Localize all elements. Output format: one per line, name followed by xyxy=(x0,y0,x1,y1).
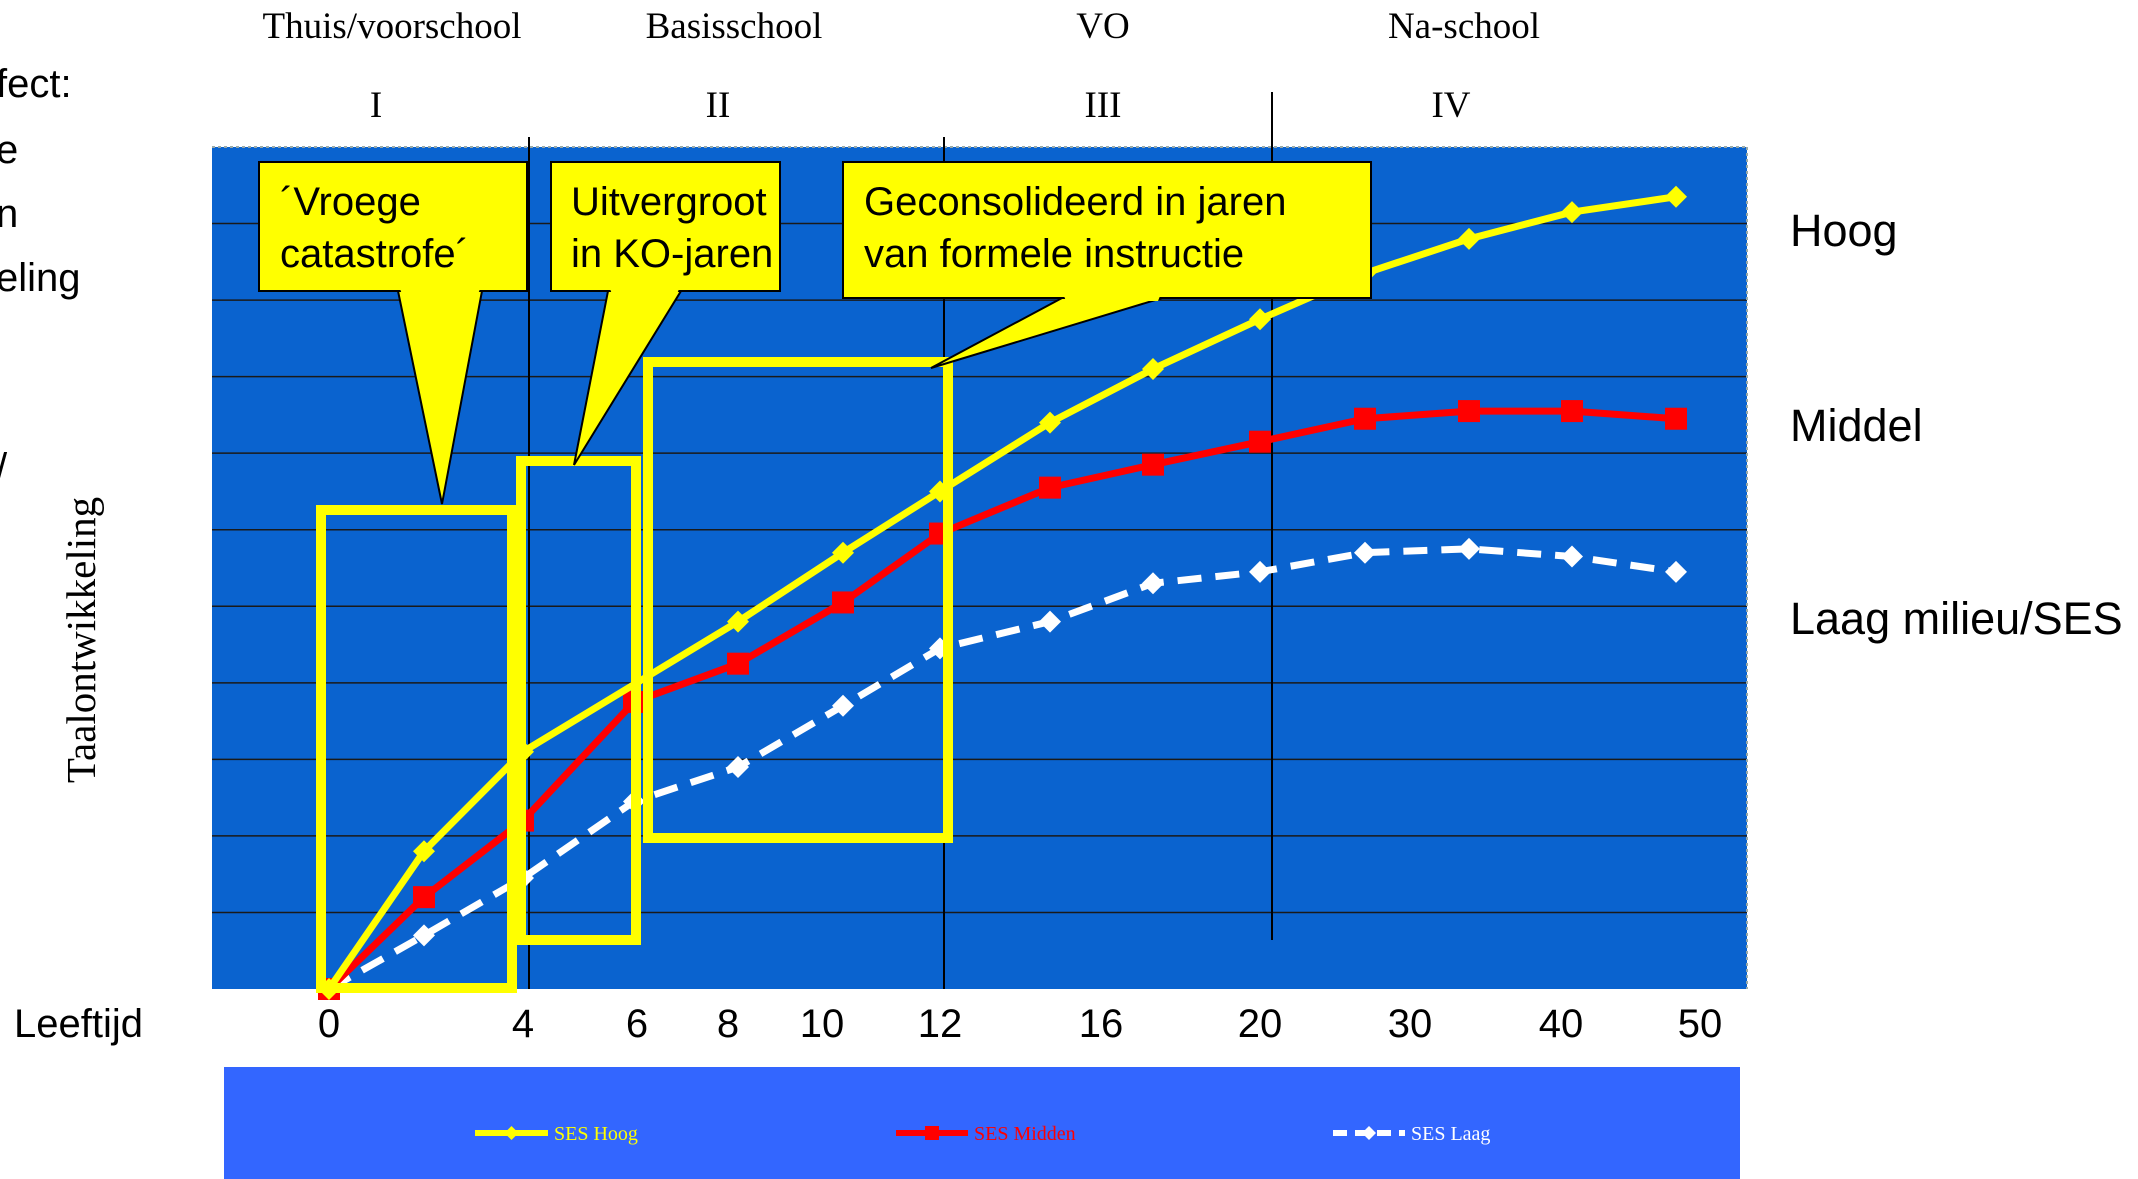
x-tick-label: 12 xyxy=(917,1002,963,1046)
data-point xyxy=(1665,407,1687,430)
left-fragment: n xyxy=(0,192,19,236)
callout-text: in KO-jaren xyxy=(571,232,773,276)
stage-label-vo: VO xyxy=(1076,6,1130,47)
highlight-box xyxy=(643,357,953,843)
data-point xyxy=(1249,308,1271,331)
stage-roman-iii: III xyxy=(1084,85,1122,126)
data-point xyxy=(413,924,435,947)
data-point xyxy=(832,541,854,564)
data-point xyxy=(1665,560,1687,583)
callout-seam xyxy=(400,289,480,294)
legend-marker xyxy=(925,1126,939,1140)
legend-label: SES Laag xyxy=(1411,1123,1490,1145)
y-axis-label: Taalontwikkeling xyxy=(58,496,104,784)
data-point xyxy=(1458,227,1480,250)
x-tick-label: 0 xyxy=(317,1002,341,1046)
legend: SES Hoog SES Midden SES Laag xyxy=(224,1067,1740,1179)
data-point xyxy=(1354,541,1376,564)
data-point xyxy=(1354,407,1376,430)
data-point xyxy=(1561,400,1583,423)
data-point xyxy=(727,652,749,675)
data-point xyxy=(832,694,854,717)
x-tick-label: 6 xyxy=(625,1002,649,1046)
x-tick-label: 10 xyxy=(799,1002,845,1046)
stage-roman-ii: II xyxy=(705,85,731,126)
callout-box xyxy=(842,161,1372,299)
data-point xyxy=(1458,537,1480,560)
callout-seam xyxy=(1064,296,1160,301)
left-fragment: fect: xyxy=(0,62,72,106)
left-fragment: / xyxy=(0,446,7,491)
stage-roman-i: I xyxy=(369,85,383,126)
legend-label: SES Midden xyxy=(974,1123,1076,1145)
data-point xyxy=(1142,572,1164,595)
legend-marker xyxy=(1362,1126,1376,1140)
highlight-box xyxy=(316,505,517,993)
data-point xyxy=(727,756,749,779)
x-tick-label: 30 xyxy=(1387,1002,1433,1046)
data-point xyxy=(1142,357,1164,380)
data-point xyxy=(1039,610,1061,633)
label-middel: Middel xyxy=(1790,400,1923,451)
x-tick-label: 16 xyxy=(1078,1002,1124,1046)
data-point xyxy=(832,591,854,614)
series-line-ses-midden xyxy=(326,407,1677,992)
data-point xyxy=(413,886,435,909)
callout-text: van formele instructie xyxy=(864,232,1244,276)
x-tick-label: 50 xyxy=(1677,1002,1723,1046)
data-point xyxy=(1665,185,1687,208)
x-tick-label: 4 xyxy=(511,1002,535,1046)
legend-marker xyxy=(504,1126,519,1140)
callout-box xyxy=(550,161,781,292)
label-hoog: Hoog xyxy=(1790,205,1898,256)
x-tick-label: 8 xyxy=(716,1002,740,1046)
stage-label-thuis: Thuis/voorschool xyxy=(262,6,522,47)
highlight-box xyxy=(516,456,641,945)
data-point xyxy=(727,610,749,633)
x-tick-label: 40 xyxy=(1538,1002,1584,1046)
data-point xyxy=(1039,411,1061,434)
callout-text: catastrofe´ xyxy=(280,232,469,276)
stage-roman-iv: IV xyxy=(1431,85,1471,126)
data-point xyxy=(1561,201,1583,224)
legend-label: SES Hoog xyxy=(554,1123,638,1145)
callout-group: ´Vroege catastrofe´ Uitvergroot in KO-jaren… xyxy=(258,161,1372,505)
data-point xyxy=(1249,430,1271,453)
data-point xyxy=(1142,453,1164,476)
callout-seam xyxy=(610,289,679,294)
callout-box xyxy=(258,161,528,292)
left-fragment: eling xyxy=(0,256,81,300)
data-point xyxy=(413,840,435,863)
x-axis-label: Leeftijd xyxy=(14,1002,143,1046)
data-point xyxy=(1561,545,1583,568)
stage-label-basisschool: Basisschool xyxy=(645,6,823,47)
x-tick-label: 20 xyxy=(1237,1002,1283,1046)
callout-text: Geconsolideerd in jaren xyxy=(864,180,1286,224)
highlight-boxes xyxy=(316,357,953,993)
left-fragment: e xyxy=(0,128,19,172)
stage-label-na-school: Na-school xyxy=(1387,6,1541,47)
data-point xyxy=(1458,400,1480,423)
data-point xyxy=(1039,476,1061,499)
label-laag: Laag milieu/SES xyxy=(1790,593,2123,644)
callout-text: ´Vroege xyxy=(280,180,421,224)
series-line-ses-laag xyxy=(327,545,1677,993)
callout-text: Uitvergroot xyxy=(571,180,767,224)
data-point xyxy=(1249,560,1271,583)
legend-background xyxy=(224,1067,1740,1179)
